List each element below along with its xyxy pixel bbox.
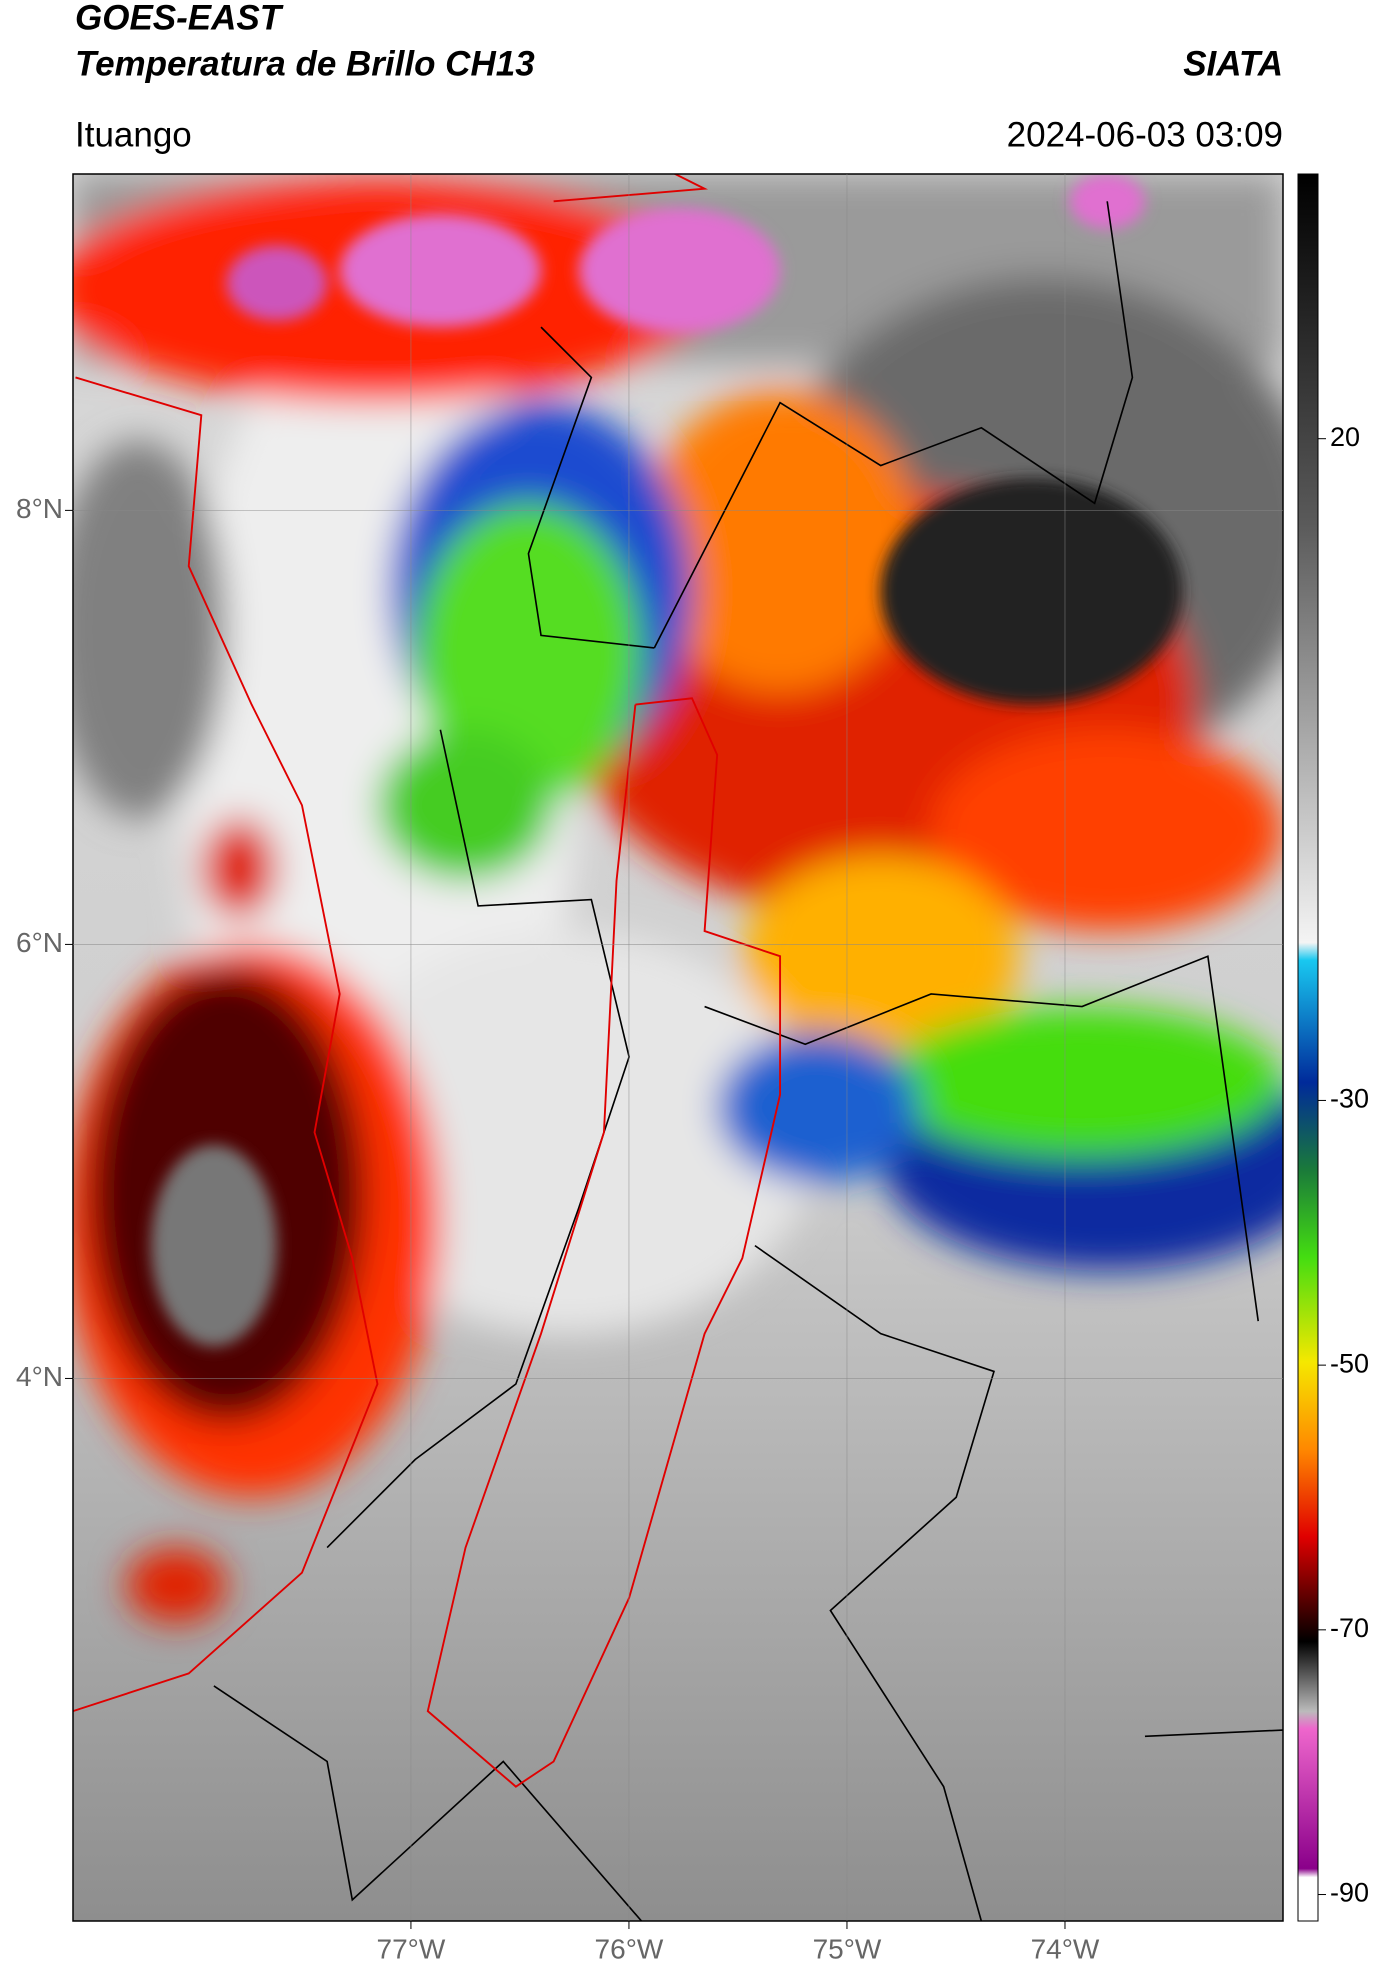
y-tick-label: 4°N: [16, 1361, 63, 1392]
axes: 77°W 76°W 75°W 74°W 4°N 6°N 8°N -90 -70 -50 -30 20: [16, 174, 1369, 1964]
title-line2: Temperatura de Brillo CH13: [75, 44, 535, 83]
satellite-image: [72, 173, 1284, 1922]
x-tick-label: 74°W: [1031, 1933, 1100, 1964]
colorbar-tick-label: -30: [1330, 1084, 1369, 1114]
map-frame: [72, 173, 1284, 1922]
y-tick-label: 6°N: [16, 927, 63, 958]
x-tick-label: 76°W: [595, 1933, 664, 1964]
colorbar-tick-label: -50: [1330, 1348, 1369, 1378]
x-tick-label: 75°W: [813, 1933, 882, 1964]
colorbar-tick-label: -70: [1330, 1613, 1369, 1643]
x-tick-label: 77°W: [377, 1933, 446, 1964]
colorbar: [1297, 173, 1319, 1922]
colorbar-tick-label: 20: [1330, 422, 1360, 452]
datetime: 2024-06-03 03:09: [1007, 115, 1283, 154]
source: SIATA: [1183, 44, 1283, 83]
y-tick-label: 8°N: [16, 493, 63, 524]
colorbar-tick-label: -90: [1330, 1878, 1369, 1908]
region: Ituango: [75, 115, 192, 154]
title-line1: GOES-EAST: [75, 0, 284, 37]
